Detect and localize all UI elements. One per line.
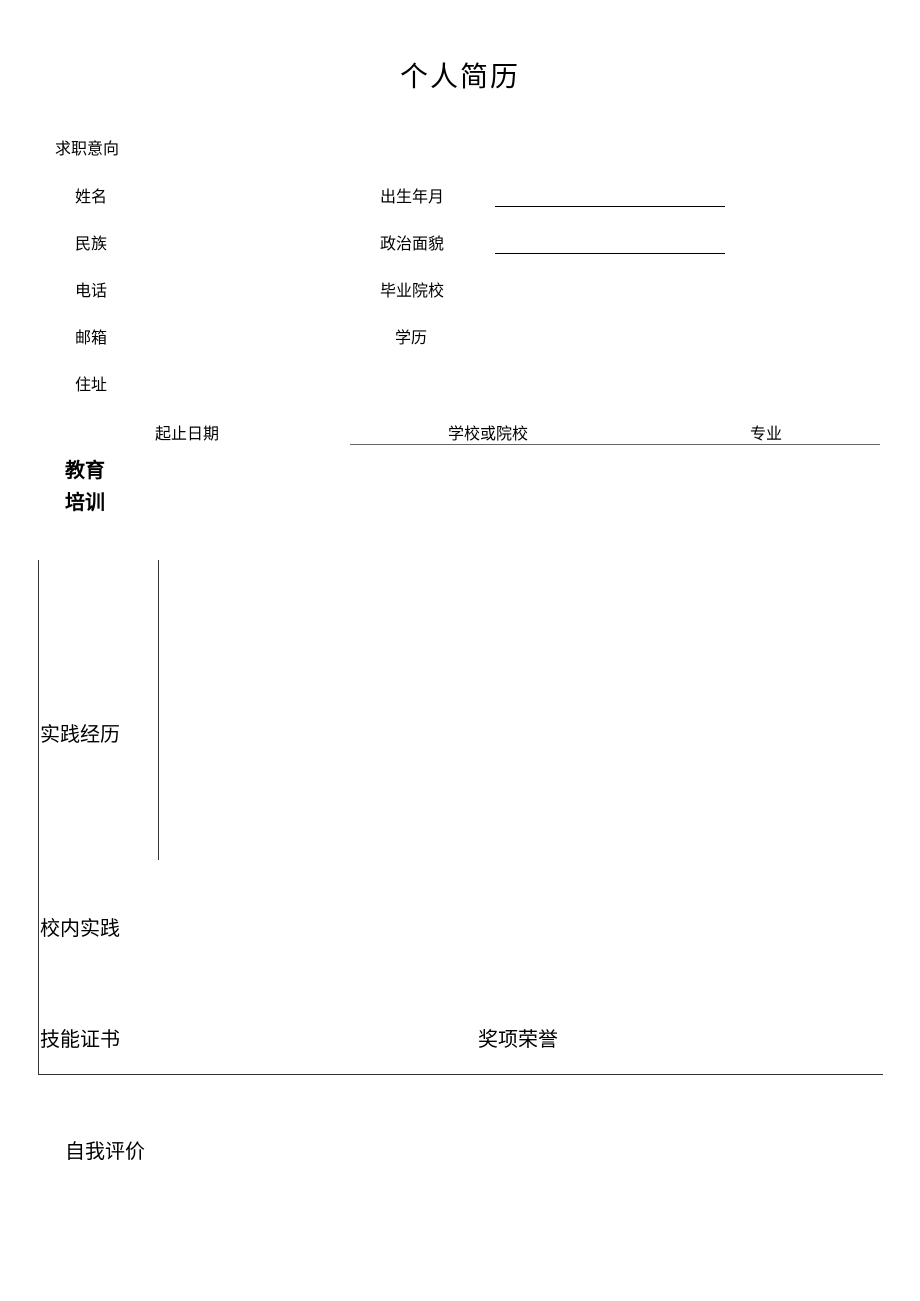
name-label: 姓名	[75, 183, 107, 207]
education-line2: 培训	[65, 487, 105, 519]
honor-section-label: 奖项荣誉	[478, 1023, 558, 1052]
address-label: 住址	[75, 371, 107, 395]
job-intent-label: 求职意向	[55, 135, 119, 159]
politics-label: 政治面貌	[380, 230, 444, 254]
birth-label: 出生年月	[380, 183, 444, 207]
ethnic-label: 民族	[75, 230, 107, 254]
practice-section-label: 实践经历	[40, 718, 120, 747]
politics-underline	[495, 253, 725, 254]
vertical-line-main	[38, 560, 39, 1074]
vertical-line-inner	[158, 560, 159, 860]
birth-underline	[495, 206, 725, 207]
education-line1: 教育	[65, 455, 105, 487]
skill-section-label: 技能证书	[40, 1023, 120, 1052]
edu-col-school: 学校或院校	[448, 420, 528, 444]
self-evaluation-label: 自我评价	[65, 1135, 145, 1164]
edu-table-divider	[350, 444, 880, 445]
bottom-divider	[38, 1074, 883, 1075]
edu-col-major: 专业	[750, 420, 782, 444]
education-level-label: 学历	[395, 324, 427, 348]
edu-col-date: 起止日期	[155, 420, 219, 444]
page-title: 个人简历	[0, 0, 920, 95]
email-label: 邮箱	[75, 324, 107, 348]
campus-section-label: 校内实践	[40, 912, 120, 941]
education-section-label: 教育 培训	[65, 455, 105, 519]
graduate-school-label: 毕业院校	[380, 277, 444, 301]
phone-label: 电话	[75, 277, 107, 301]
